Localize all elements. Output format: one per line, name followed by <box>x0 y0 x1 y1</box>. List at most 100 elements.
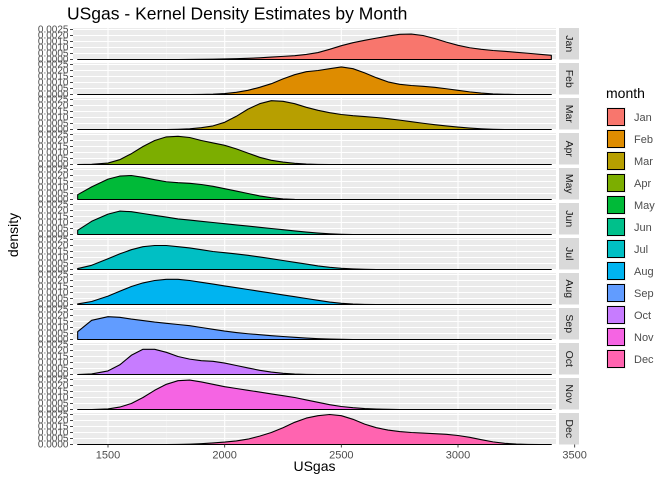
y-tick-label: 0.0020 <box>38 276 69 287</box>
y-tick-label: 0.0020 <box>38 311 69 322</box>
facet-strip-label: Aug <box>563 279 575 298</box>
y-tick-label: 0.0015 <box>38 247 69 258</box>
legend-swatch <box>607 350 625 368</box>
legend-item-may: May <box>606 195 655 215</box>
y-tick-label: 0.0005 <box>38 119 69 130</box>
x-axis: 1500 2000 2500 3000 3500 USgas <box>96 444 587 474</box>
facet-strip-mar <box>559 98 579 130</box>
y-tick-label: 0.0015 <box>38 422 69 433</box>
x-tick-label: 1500 <box>96 450 120 462</box>
y-tick-label: 0.0000 <box>38 440 69 451</box>
y-tick-label: 0.0005 <box>38 364 69 375</box>
y-tick-label: 0.0000 <box>38 195 69 206</box>
y-tick-label: 0.0020 <box>38 241 69 252</box>
y-tick-label: 0.0000 <box>38 125 69 136</box>
y-tick-label: 0.0020 <box>38 66 69 77</box>
legend-swatch <box>607 152 625 170</box>
y-tick-label: 0.0020 <box>38 346 69 357</box>
legend: month Jan Feb Mar Apr May Jun Jul Aug Sep Oct Nov De… <box>606 85 655 369</box>
legend-label: Jul <box>634 244 648 256</box>
y-tick-label: 0.0010 <box>38 428 69 439</box>
facet-strip-jul <box>559 238 579 270</box>
y-tick-label: 0.0025 <box>38 165 69 176</box>
y-axis-title: density <box>5 213 21 257</box>
facet-strip-label: May <box>563 174 575 195</box>
density-area-may <box>77 174 552 201</box>
y-tick-label: 0.0010 <box>38 183 69 194</box>
density-area-oct <box>77 348 552 376</box>
legend-swatch <box>607 108 625 126</box>
density-area-jun <box>77 210 552 236</box>
facet-strip-label: Jul <box>563 247 575 260</box>
x-tick-label: 3500 <box>562 450 586 462</box>
y-tick-label: 0.0020 <box>38 171 69 182</box>
legend-label: Apr <box>634 178 651 190</box>
legend-swatch <box>607 218 625 236</box>
y-tick-label: 0.0005 <box>38 399 69 410</box>
facet-strip-feb <box>559 63 579 95</box>
y-tick-label: 0.0020 <box>38 206 69 217</box>
legend-label: Aug <box>634 266 654 278</box>
y-tick-label: 0.0000 <box>38 160 69 171</box>
y-tick-label: 0.0025 <box>38 270 69 281</box>
legend-label: Jun <box>634 222 652 234</box>
y-tick-label: 0.0015 <box>38 387 69 398</box>
y-tick-label: 0.0025 <box>38 95 69 106</box>
y-tick-label: 0.0025 <box>38 130 69 141</box>
y-tick-label: 0.0015 <box>38 352 69 363</box>
legend-item-dec: Dec <box>606 349 654 369</box>
y-tick-label: 0.0010 <box>38 78 69 89</box>
legend-item-feb: Feb <box>606 129 653 149</box>
density-area-apr <box>77 135 552 166</box>
y-tick-label: 0.0025 <box>38 200 69 211</box>
chart-title: USgas - Kernel Density Estimates by Mont… <box>67 4 407 24</box>
legend-label: Feb <box>634 134 653 146</box>
y-tick-label: 0.0005 <box>38 189 69 200</box>
facet-strip-dec <box>559 413 579 445</box>
x-tick-label: 2000 <box>212 450 236 462</box>
y-tick-label: 0.0000 <box>38 90 69 101</box>
facet-strip-label: Jan <box>563 35 575 52</box>
y-tick-label: 0.0010 <box>38 113 69 124</box>
density-area-dec <box>77 413 552 446</box>
x-tick-label: 3000 <box>446 450 470 462</box>
density-area-mar <box>77 100 552 131</box>
y-tick-label: 0.0020 <box>38 136 69 147</box>
legend-swatch <box>607 262 625 280</box>
facet-strip-label: Nov <box>563 384 575 403</box>
legend-item-nov: Nov <box>606 327 654 347</box>
y-tick-label: 0.0010 <box>38 323 69 334</box>
y-tick-label: 0.0005 <box>38 84 69 95</box>
facet-strip-label: Mar <box>563 105 575 124</box>
y-tick-label: 0.0005 <box>38 224 69 235</box>
y-tick-label: 0.0010 <box>38 43 69 54</box>
y-tick-label: 0.0010 <box>38 288 69 299</box>
facet-strip-label: Feb <box>563 70 575 88</box>
density-area-sep <box>77 316 552 341</box>
facet-strip-label: Dec <box>563 419 575 438</box>
y-tick-label: 0.0020 <box>38 416 69 427</box>
facet-strip-jun <box>559 203 579 235</box>
legend-item-apr: Apr <box>606 173 651 193</box>
facet-strip-label: Oct <box>563 351 575 367</box>
y-tick-label: 0.0000 <box>38 230 69 241</box>
legend-swatch <box>607 196 625 214</box>
y-tick-label: 0.0005 <box>38 259 69 270</box>
y-tick-label: 0.0000 <box>38 405 69 416</box>
density-area-aug <box>77 278 552 306</box>
legend-item-jan: Jan <box>606 107 652 127</box>
density-area-feb <box>77 66 552 96</box>
facet-strip-jan <box>559 28 579 60</box>
y-tick-label: 0.0025 <box>38 235 69 246</box>
density-area-jan <box>77 33 552 61</box>
